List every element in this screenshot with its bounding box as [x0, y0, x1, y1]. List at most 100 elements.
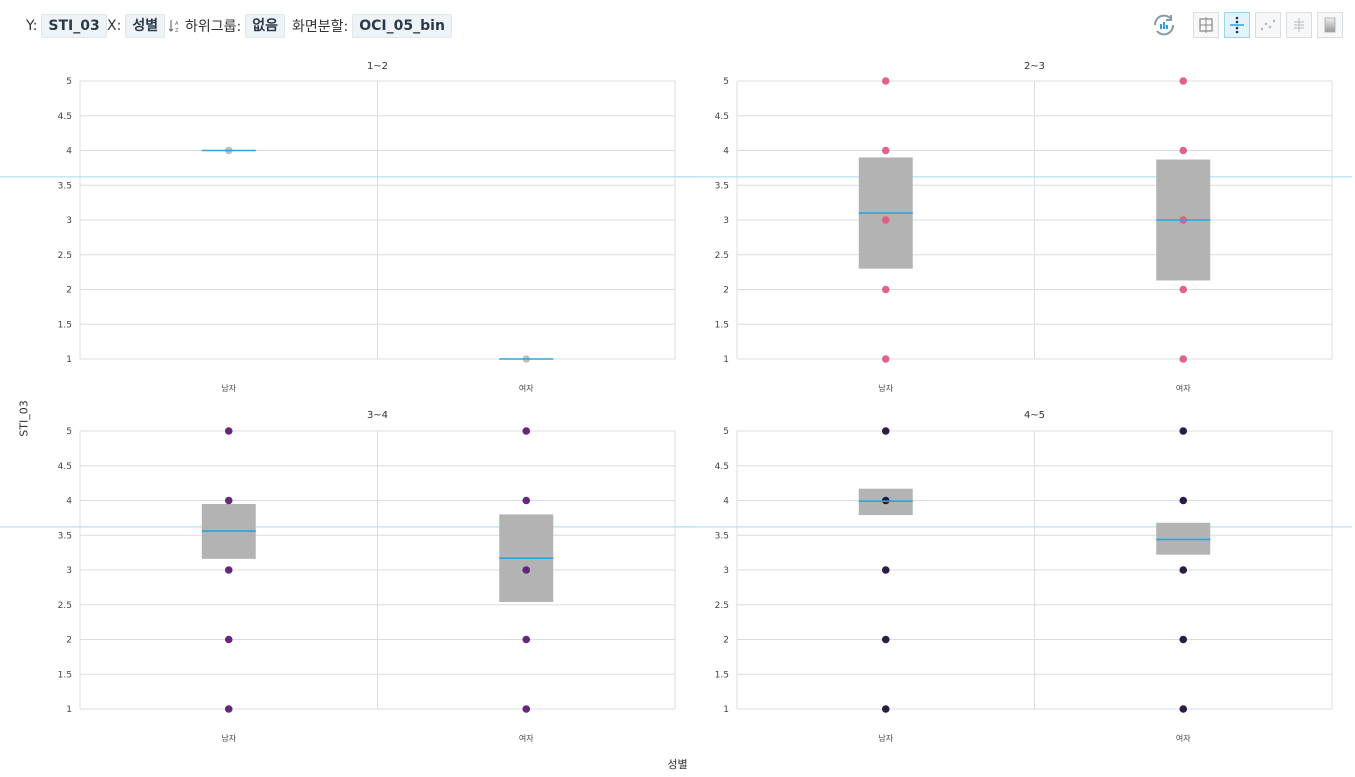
y-tick-label: 3 [723, 216, 729, 226]
data-point [881, 705, 890, 713]
data-point [1179, 566, 1188, 574]
y-tick-label: 3.5 [715, 181, 729, 191]
data-point [1179, 705, 1188, 713]
x-variable-group: X: 성별 A Z [107, 14, 181, 38]
split-chip[interactable]: OCI_05_bin [352, 14, 452, 38]
y-tick-label: 2 [66, 286, 72, 296]
x-tick-label: 여자 [1176, 733, 1191, 743]
scatter-button[interactable] [1255, 12, 1281, 38]
boxplot-dots-button[interactable] [1224, 12, 1250, 38]
x-variable-chip[interactable]: 성별 [125, 14, 166, 38]
y-tick-label: 3 [66, 216, 72, 226]
data-point [522, 566, 531, 574]
y-tick-label: 4.5 [715, 462, 729, 472]
panel-title: 3~4 [367, 410, 388, 421]
y-tick-label: 4 [723, 497, 729, 507]
chart-panel: 1 1.5 2 2.5 3 3.5 4 4.5 5 3~4 남자 여자 [0, 410, 695, 743]
data-point [224, 635, 233, 644]
y-tick-label: 1 [723, 705, 729, 715]
sort-icon[interactable]: A Z [169, 19, 181, 33]
svg-text:A: A [175, 21, 179, 27]
data-point [224, 566, 233, 574]
y-tick-label: 1.5 [58, 320, 72, 330]
y-tick-label: 4.5 [58, 462, 72, 472]
y-tick-label: 5 [723, 427, 729, 437]
svg-text:Z: Z [175, 28, 179, 33]
data-point [522, 427, 531, 435]
data-point [224, 705, 233, 713]
data-point [881, 355, 890, 363]
data-point [522, 705, 531, 713]
panel-title: 1~2 [367, 61, 388, 72]
y-tick-label: 3.5 [58, 181, 72, 191]
histogram-icon [1294, 18, 1304, 32]
y-tick-label: 4.5 [58, 112, 72, 122]
y-tick-label: 3.5 [715, 531, 729, 541]
y-tick-label: 4 [66, 497, 72, 507]
y-tick-label: 1.5 [715, 670, 729, 680]
y-tick-label: 2 [723, 286, 729, 296]
subgroup-group: 하위그룹: 없음 [185, 14, 286, 38]
x-axis-title: 성별 [667, 758, 688, 771]
x-tick-label: 남자 [221, 734, 236, 743]
data-point [522, 635, 531, 644]
subgroup-chip[interactable]: 없음 [245, 14, 286, 38]
refresh-icon [1153, 14, 1175, 36]
y-tick-label: 2.5 [715, 601, 729, 611]
sort-az-icon: A Z [169, 20, 179, 33]
y-tick-label: 2.5 [58, 251, 72, 261]
data-point [881, 77, 890, 85]
panel-title: 2~3 [1024, 61, 1045, 72]
data-point [881, 146, 890, 155]
y-tick-label: 3.5 [58, 531, 72, 541]
refresh-button[interactable] [1150, 11, 1178, 39]
chart-panel: 1 1.5 2 2.5 3 3.5 4 4.5 5 2~3 남자 여자 [677, 61, 1352, 393]
y-variable-label: Y: [26, 18, 38, 34]
gradient-button[interactable] [1317, 12, 1343, 38]
y-tick-label: 5 [66, 77, 72, 87]
histogram-button[interactable] [1286, 12, 1312, 38]
y-tick-label: 5 [723, 77, 729, 87]
frame-button[interactable] [1193, 12, 1219, 38]
toolbar: Y: STI_03 X: 성별 A Z 하위그룹: 없음 화면분할: OCI_0… [0, 0, 1355, 52]
gradient-icon [1324, 17, 1336, 33]
y-tick-label: 3 [66, 566, 72, 576]
data-point [1179, 635, 1188, 644]
data-point [224, 427, 233, 435]
scatter-icon [1260, 19, 1276, 31]
data-point [1179, 355, 1188, 363]
y-tick-label: 1.5 [58, 670, 72, 680]
y-tick-label: 2 [723, 636, 729, 646]
data-point [1179, 496, 1188, 505]
y-variable-group: Y: STI_03 [26, 14, 107, 38]
split-label: 화면분할: [292, 19, 349, 35]
subgroup-label: 하위그룹: [185, 19, 242, 35]
y-variable-chip[interactable]: STI_03 [41, 14, 107, 38]
y-tick-label: 2.5 [715, 251, 729, 261]
x-tick-label: 남자 [221, 384, 236, 393]
split-group: 화면분할: OCI_05_bin [292, 14, 452, 38]
x-variable-label: X: [107, 18, 122, 34]
y-tick-label: 1 [66, 705, 72, 715]
boxplot-dots-icon [1230, 16, 1244, 34]
y-tick-label: 1 [66, 355, 72, 365]
panel-title: 4~5 [1024, 410, 1045, 421]
chart-panel: 1 1.5 2 2.5 3 3.5 4 4.5 5 4~5 남자 여자 [677, 410, 1352, 743]
y-tick-label: 4.5 [715, 112, 729, 122]
data-point [881, 285, 890, 294]
data-point [881, 566, 890, 574]
y-axis-title: STI_03 [17, 400, 31, 437]
y-tick-label: 1 [723, 355, 729, 365]
y-tick-label: 2.5 [58, 601, 72, 611]
x-tick-label: 남자 [878, 384, 893, 393]
data-point [1179, 285, 1188, 294]
data-point [1179, 146, 1188, 155]
y-tick-label: 1.5 [715, 320, 729, 330]
data-point [522, 496, 531, 505]
data-point [881, 427, 890, 435]
chart-panel: 1 1.5 2 2.5 3 3.5 4 4.5 5 1~2 남자 여자 [0, 61, 695, 393]
y-tick-label: 3 [723, 566, 729, 576]
frame-icon [1199, 17, 1213, 33]
y-tick-label: 2 [66, 636, 72, 646]
